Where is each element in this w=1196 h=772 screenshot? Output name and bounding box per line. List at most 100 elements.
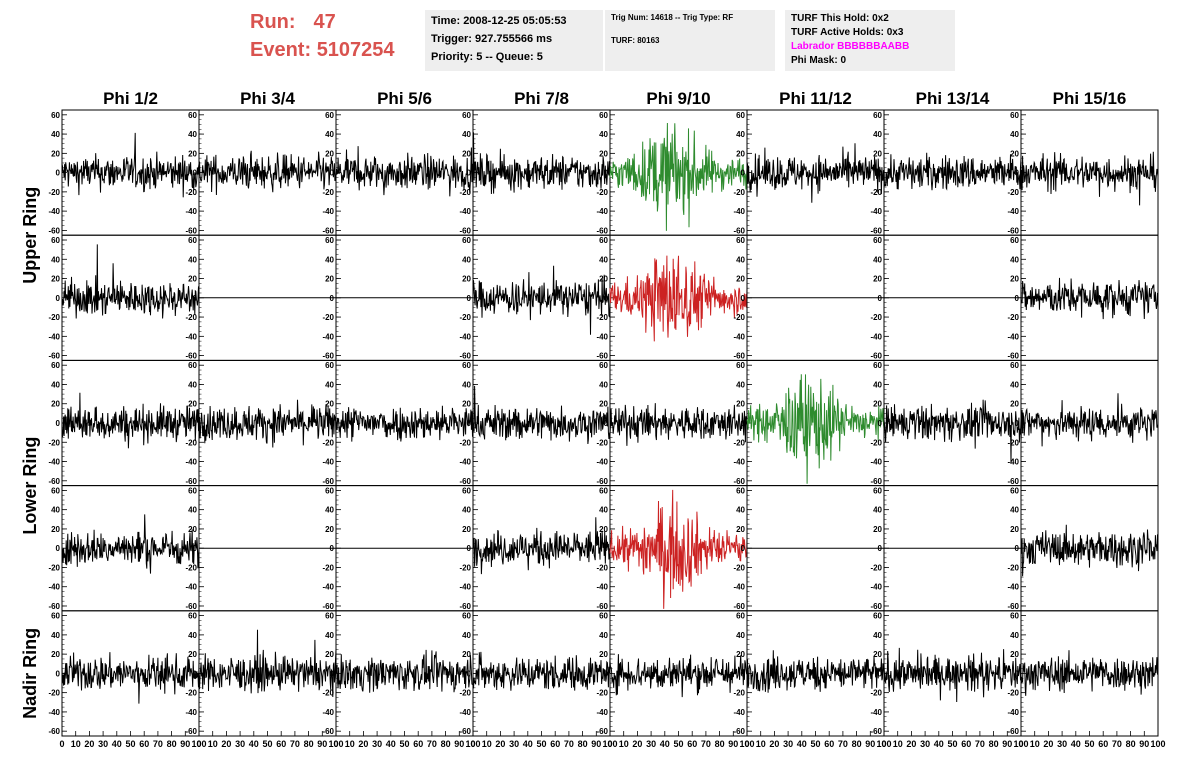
x-tick-label: 20 [906,739,916,749]
y-tick-label: 20 [599,400,608,409]
y-tick-label: -40 [185,708,197,717]
y-tick-label: 0 [193,419,198,428]
y-tick-label: -40 [733,207,745,216]
y-tick-label: 0 [1015,294,1020,303]
x-tick-label: 40 [112,739,122,749]
y-tick-label: -40 [48,207,60,216]
y-tick-label: -40 [1007,583,1019,592]
x-tick-label: 50 [810,739,820,749]
column-header: Phi 15/16 [1053,89,1127,108]
y-tick-label: -60 [596,727,608,736]
x-tick-label: 50 [262,739,272,749]
y-tick-label: 60 [873,361,882,370]
y-tick-label: 20 [873,149,882,158]
x-tick-label: 40 [660,739,670,749]
y-tick-label: 60 [599,612,608,621]
y-tick-label: 20 [1010,400,1019,409]
x-tick-label: 30 [646,739,656,749]
y-tick-label: 40 [873,631,882,640]
x-tick-label: 20 [769,739,779,749]
x-tick-label: 40 [386,739,396,749]
ring-label: Nadir Ring [20,628,40,719]
y-tick-label: -60 [733,602,745,611]
y-tick-label: 20 [51,149,60,158]
y-tick-label: 40 [188,631,197,640]
y-tick-label: -40 [733,332,745,341]
y-tick-label: 20 [736,275,745,284]
x-tick-label: 60 [1098,739,1108,749]
y-tick-label: 0 [56,419,61,428]
y-tick-label: -60 [48,352,60,361]
y-tick-label: 40 [325,506,334,515]
y-tick-label: -60 [322,352,334,361]
y-tick-label: 40 [51,380,60,389]
y-tick-label: -40 [1007,458,1019,467]
y-tick-label: 60 [736,486,745,495]
x-tick-label: 0 [607,739,612,749]
x-tick-label: 0 [1018,739,1023,749]
y-tick-label: -20 [459,438,471,447]
x-tick-label: 10 [1030,739,1040,749]
y-tick-label: -40 [459,583,471,592]
turf-info-box: TURF This Hold: 0x2 TURF Active Holds: 0… [785,10,955,71]
y-tick-label: -60 [1007,226,1019,235]
x-tick-label: 90 [317,739,327,749]
y-tick-label: 60 [736,612,745,621]
x-tick-label: 20 [495,739,505,749]
x-tick-label: 50 [947,739,957,749]
y-tick-label: 20 [51,525,60,534]
waveform-trace [1020,151,1159,206]
x-tick-label: 60 [413,739,423,749]
y-tick-label: 40 [325,130,334,139]
y-tick-label: 0 [193,294,198,303]
y-tick-label: -20 [322,438,334,447]
y-tick-label: -40 [185,458,197,467]
waveform-trace [746,143,885,203]
y-tick-label: 20 [599,149,608,158]
x-tick-label: 80 [852,739,862,749]
y-tick-label: 0 [467,669,472,678]
x-tick-label: 80 [304,739,314,749]
x-tick-label: 30 [783,739,793,749]
trig-info-box: Trig Num: 14618 -- Trig Type: RF TURF: 8… [605,10,775,71]
y-tick-label: 0 [604,669,609,678]
y-tick-label: -40 [870,332,882,341]
x-tick-label: 100 [739,739,754,749]
y-tick-label: 0 [330,544,335,553]
y-tick-label: -60 [185,352,197,361]
x-tick-label: 10 [619,739,629,749]
y-tick-label: 60 [873,236,882,245]
x-tick-label: 70 [838,739,848,749]
y-tick-label: -20 [185,188,197,197]
y-tick-label: 60 [462,612,471,621]
y-tick-label: 20 [1010,525,1019,534]
waveform-trace [472,385,611,445]
y-tick-label: 0 [604,419,609,428]
x-tick-label: 30 [372,739,382,749]
y-tick-label: -60 [185,602,197,611]
y-tick-label: -40 [459,708,471,717]
y-tick-label: -40 [185,207,197,216]
y-tick-label: 0 [193,669,198,678]
y-tick-label: -20 [1007,313,1019,322]
y-tick-label: 20 [188,650,197,659]
x-tick-label: 100 [876,739,891,749]
y-tick-label: 60 [599,236,608,245]
x-tick-label: 100 [328,739,343,749]
x-tick-label: 40 [934,739,944,749]
y-tick-label: 60 [736,111,745,120]
x-tick-label: 90 [728,739,738,749]
y-tick-label: -60 [459,352,471,361]
y-tick-label: -40 [322,207,334,216]
x-tick-label: 50 [1084,739,1094,749]
y-tick-label: -40 [870,207,882,216]
y-tick-label: -40 [1007,207,1019,216]
y-tick-label: 20 [188,275,197,284]
trigger-text: Trigger: 927.755566 ms [431,33,553,45]
y-tick-label: -60 [870,727,882,736]
y-tick-label: 40 [325,380,334,389]
y-tick-label: 20 [188,149,197,158]
run-label: Run: [250,11,296,33]
y-tick-label: 0 [878,419,883,428]
y-tick-label: -40 [322,458,334,467]
